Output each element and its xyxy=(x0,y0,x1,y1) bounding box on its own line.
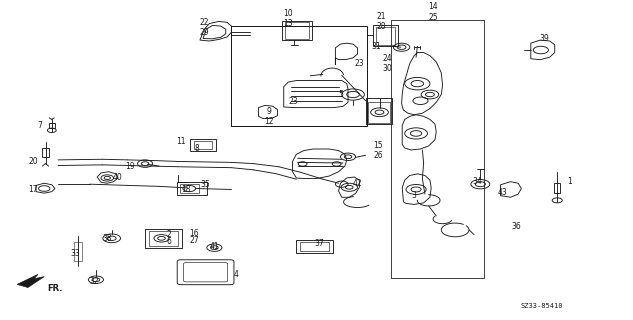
Text: 27: 27 xyxy=(189,236,199,245)
Text: 2: 2 xyxy=(166,230,172,239)
Text: 33: 33 xyxy=(71,249,80,258)
Text: 23: 23 xyxy=(354,59,364,68)
Text: 36: 36 xyxy=(512,222,522,231)
Bar xyxy=(373,25,398,46)
Bar xyxy=(145,229,182,248)
Text: 9
12: 9 12 xyxy=(265,107,274,126)
Bar xyxy=(232,26,367,126)
Polygon shape xyxy=(17,275,44,287)
Bar xyxy=(366,98,392,124)
Bar xyxy=(180,184,199,193)
Text: 31: 31 xyxy=(371,42,381,51)
Text: 32: 32 xyxy=(90,277,99,286)
Bar xyxy=(300,242,329,252)
Bar xyxy=(554,183,560,193)
Text: 34: 34 xyxy=(472,177,482,186)
Text: 20: 20 xyxy=(28,157,38,166)
Text: 15
26: 15 26 xyxy=(373,141,383,160)
Bar xyxy=(391,20,484,278)
Text: 42: 42 xyxy=(353,179,362,188)
Text: 40: 40 xyxy=(113,172,123,181)
Bar xyxy=(368,102,389,123)
Text: 21
28: 21 28 xyxy=(377,12,386,31)
Text: 18: 18 xyxy=(181,185,191,194)
Text: 6: 6 xyxy=(166,237,172,246)
Bar xyxy=(75,242,82,261)
Text: 22
29: 22 29 xyxy=(200,18,210,37)
Text: 4: 4 xyxy=(234,270,238,279)
Text: 38: 38 xyxy=(103,234,112,243)
Bar xyxy=(377,27,395,45)
Text: FR.: FR. xyxy=(47,284,62,292)
Text: 10
13: 10 13 xyxy=(284,9,293,28)
Text: 5: 5 xyxy=(338,90,343,99)
Text: 19: 19 xyxy=(125,162,135,171)
Bar xyxy=(191,139,216,151)
Bar xyxy=(149,231,178,246)
Text: 14
25: 14 25 xyxy=(429,2,438,22)
Text: 8: 8 xyxy=(195,145,199,154)
Text: 16: 16 xyxy=(189,229,199,238)
Text: 24
30: 24 30 xyxy=(383,54,392,73)
Text: 23: 23 xyxy=(288,97,298,106)
Text: 43: 43 xyxy=(498,188,507,197)
Bar xyxy=(194,140,212,149)
Text: 1: 1 xyxy=(567,177,572,186)
Bar xyxy=(296,240,333,253)
Text: 3: 3 xyxy=(411,191,416,200)
Text: 35: 35 xyxy=(200,180,210,189)
Text: 7: 7 xyxy=(37,121,42,130)
Bar xyxy=(42,148,49,157)
Text: 39: 39 xyxy=(540,34,549,43)
Text: 11: 11 xyxy=(176,137,185,146)
Text: SZ33-85410: SZ33-85410 xyxy=(521,302,563,308)
Text: 17: 17 xyxy=(28,185,38,194)
Bar xyxy=(177,182,207,195)
Text: 41: 41 xyxy=(210,242,219,251)
Text: 37: 37 xyxy=(315,239,325,248)
Bar xyxy=(282,21,312,40)
Bar xyxy=(285,22,309,38)
Bar xyxy=(49,123,55,128)
